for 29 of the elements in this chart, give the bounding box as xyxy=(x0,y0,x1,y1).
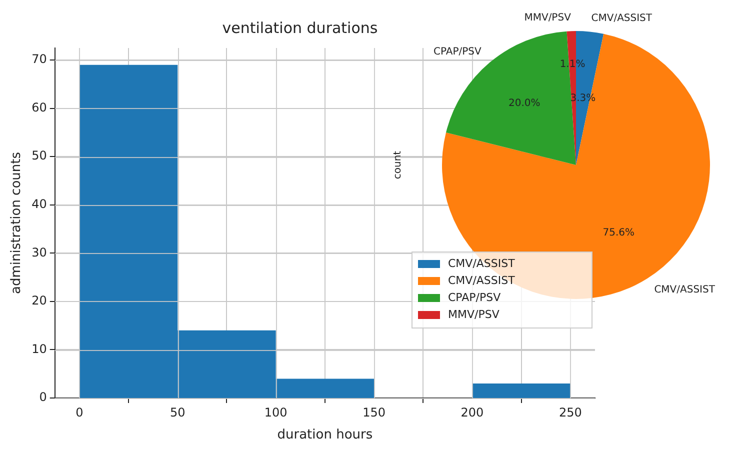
y-axis-title: administration counts xyxy=(9,152,24,294)
legend-label: MMV/PSV xyxy=(448,308,500,321)
x-tick-label: 50 xyxy=(170,405,186,420)
y-tick-label: 30 xyxy=(32,245,47,260)
y-tick-label: 0 xyxy=(39,390,47,404)
x-axis-title: duration hours xyxy=(277,428,373,443)
y-tick-label: 50 xyxy=(32,148,47,163)
slice-label: CMV/ASSIST xyxy=(654,284,716,296)
x-tick-label: 250 xyxy=(558,405,582,420)
data-label: 1.1% xyxy=(560,59,586,70)
y-tick-label: 20 xyxy=(32,294,47,308)
y-tick-label: 60 xyxy=(32,100,47,114)
slice-label: MMV/PSV xyxy=(524,12,572,24)
chart-title: ventilation durations xyxy=(222,18,378,37)
y-tick-label: 10 xyxy=(32,342,47,356)
legend-label: CMV/ASSIST xyxy=(448,274,516,287)
x-tick-label: 100 xyxy=(264,405,288,420)
legend-label: CMV/ASSIST xyxy=(448,256,516,270)
slice-label: CPAP/PSV xyxy=(433,46,482,58)
x-tick-label: 200 xyxy=(460,405,484,420)
data-label: 20.0% xyxy=(508,98,540,109)
legend-label: CPAP/PSV xyxy=(448,290,502,304)
y-tick-label: 70 xyxy=(32,52,47,66)
y-tick-label: 40 xyxy=(32,197,47,212)
data-label: 75.6% xyxy=(602,228,635,239)
slice-label: CMV/ASSIST xyxy=(591,12,653,24)
x-tick-label: 150 xyxy=(362,405,386,420)
text: count xyxy=(392,150,404,180)
x-tick-label: 0 xyxy=(76,405,84,420)
